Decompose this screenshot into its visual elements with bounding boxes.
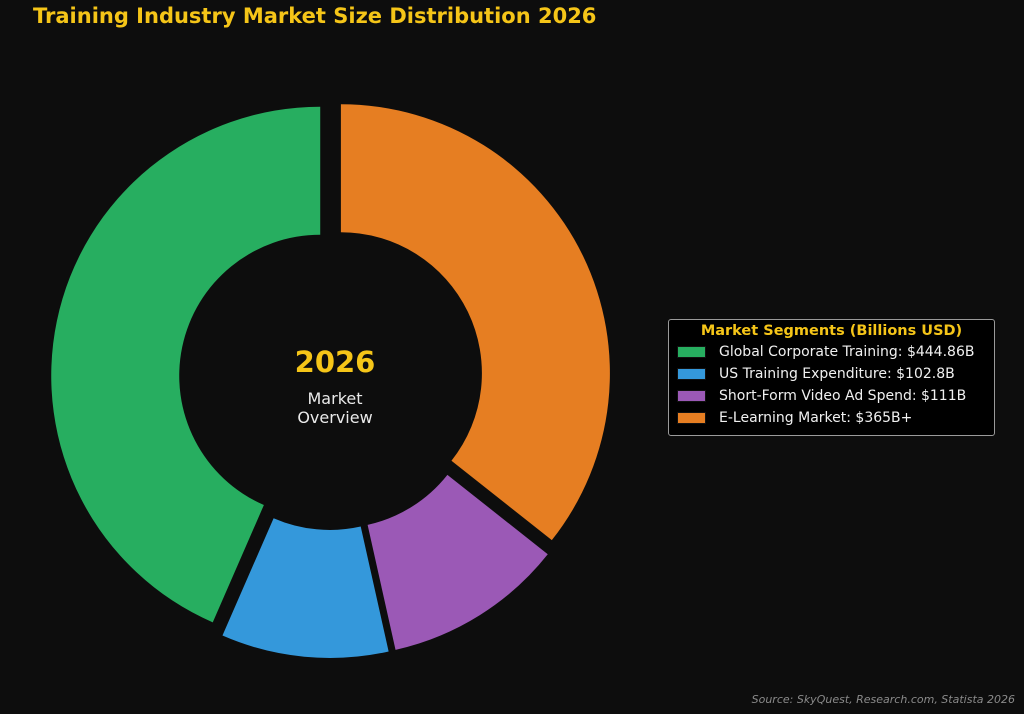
- center-subtitle-line-1: Market: [308, 389, 363, 408]
- legend-label: E-Learning Market: $365B+: [719, 410, 913, 426]
- legend-label: Short-Form Video Ad Spend: $111B: [719, 388, 967, 404]
- legend-label: Global Corporate Training: $444.86B: [719, 344, 975, 360]
- chart-title: Training Industry Market Size Distributi…: [33, 4, 597, 28]
- slice-global-corporate-training: [51, 106, 321, 623]
- slice-short-form-video-ad-spend: [367, 474, 548, 650]
- legend-item-us-training-expenditure: US Training Expenditure: $102.8B: [677, 363, 986, 385]
- slice-us-training-expenditure: [222, 518, 389, 658]
- center-year-label: 2026: [295, 345, 376, 379]
- legend-item-global-corporate-training: Global Corporate Training: $444.86B: [677, 341, 986, 363]
- legend-label: US Training Expenditure: $102.8B: [719, 366, 955, 382]
- legend-item-short-form-video-ad-spend: Short-Form Video Ad Spend: $111B: [677, 385, 986, 407]
- slice-e-learning-market: [340, 104, 610, 541]
- legend-swatch: [677, 412, 706, 424]
- donut-slices: [51, 104, 610, 658]
- legend-swatch: [677, 346, 706, 358]
- legend-item-e-learning-market: E-Learning Market: $365B+: [677, 407, 986, 429]
- source-note: Source: SkyQuest, Research.com, Statista…: [751, 693, 1015, 706]
- legend-swatch: [677, 368, 706, 380]
- legend-title: Market Segments (Billions USD): [700, 323, 963, 339]
- chart-legend: Market Segments (Billions USD) Global Co…: [668, 319, 995, 436]
- center-subtitle-line-2: Overview: [297, 408, 372, 427]
- legend-swatch: [677, 390, 706, 402]
